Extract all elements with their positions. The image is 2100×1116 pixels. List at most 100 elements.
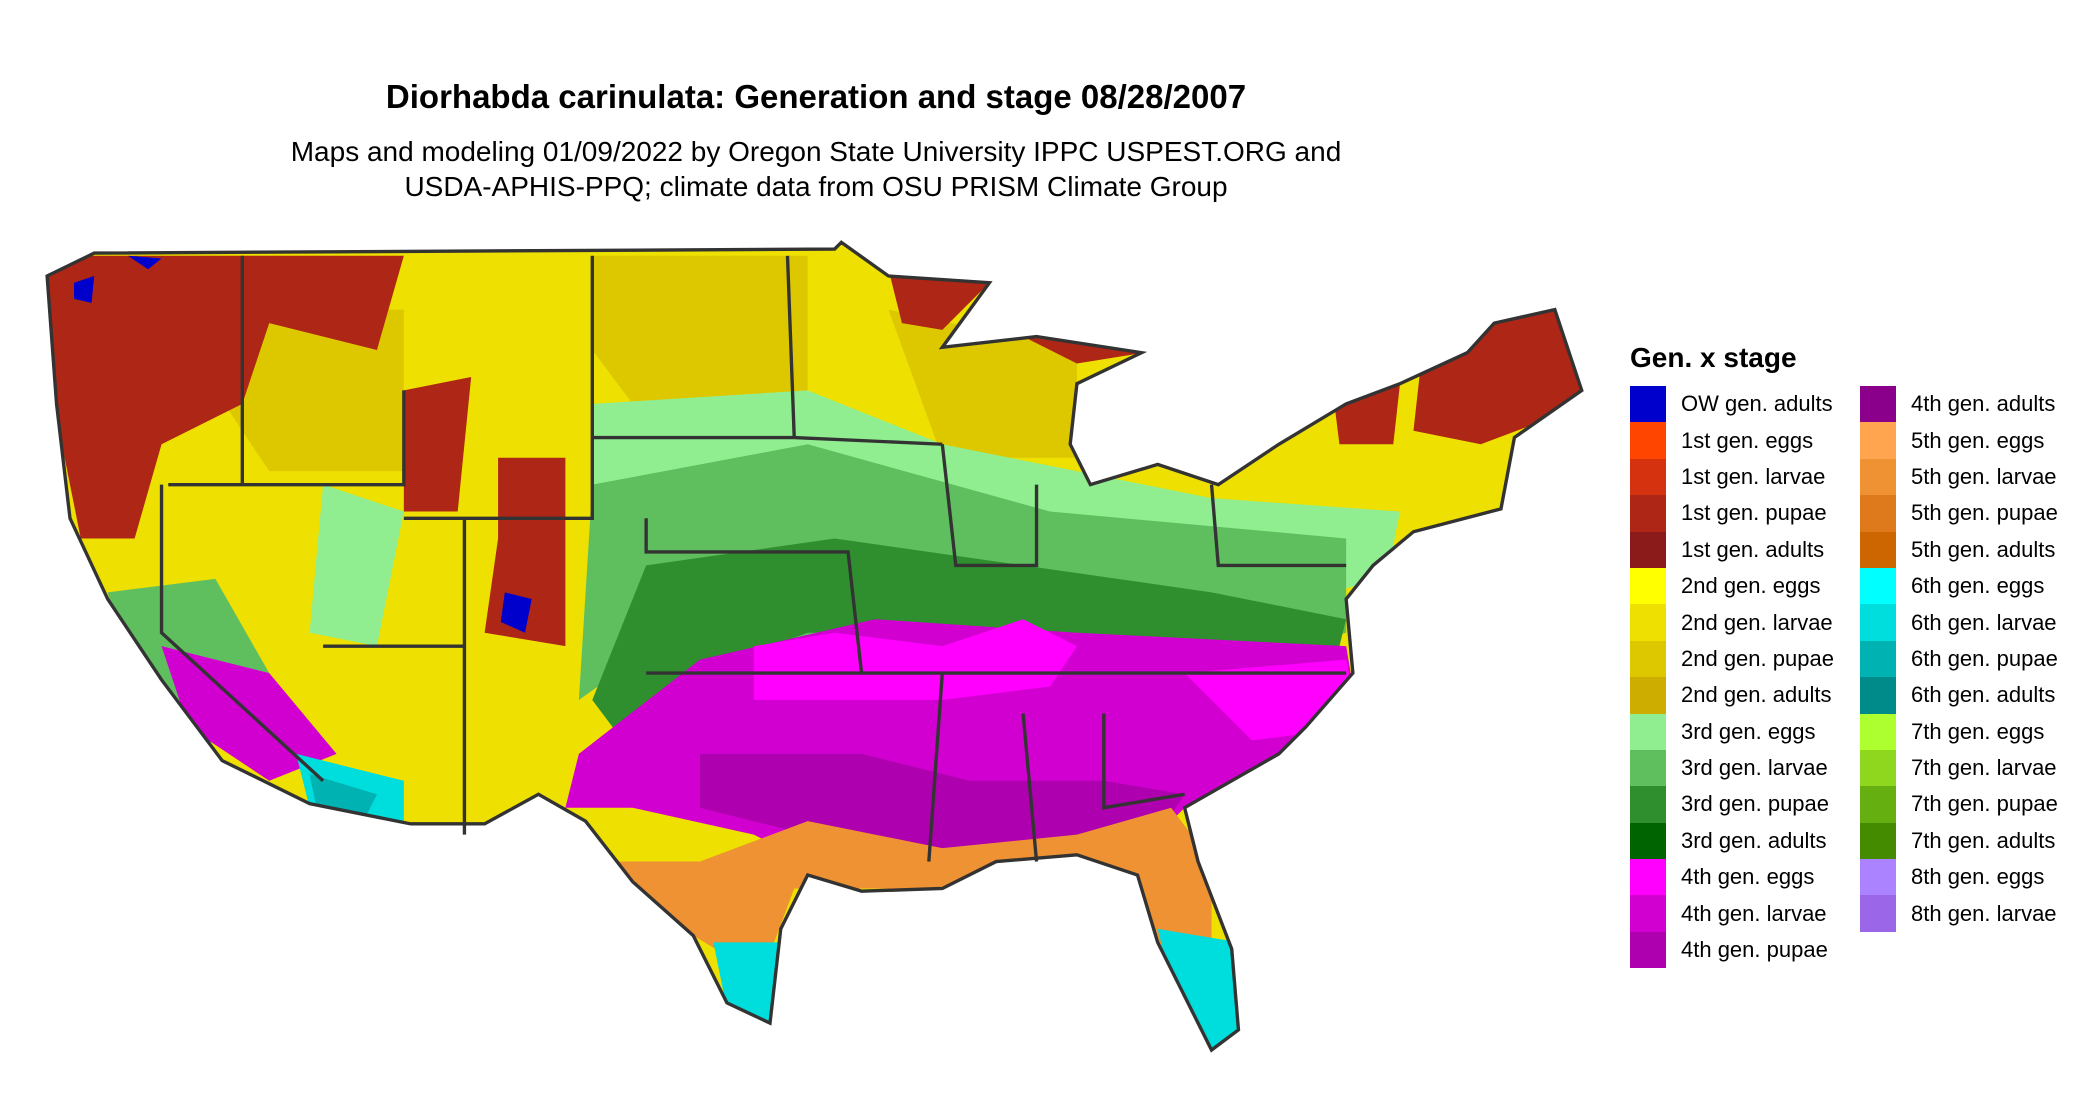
legend-label: 3rd gen. eggs — [1681, 718, 1816, 744]
legend-swatch — [1860, 604, 1896, 641]
legend-swatch — [1860, 677, 1896, 714]
region-1st-gen-pupae-west — [47, 255, 566, 647]
legend-swatch — [1630, 859, 1666, 896]
legend-swatch — [1860, 640, 1896, 678]
legend-item: 1st gen. pupae — [1630, 495, 1834, 532]
legend-swatch — [1630, 931, 1666, 969]
legend-swatch — [1630, 822, 1666, 860]
legend-label: OW gen. adults — [1681, 391, 1833, 417]
legend-label: 1st gen. pupae — [1681, 500, 1827, 526]
map-title: Diorhabda carinulata: Generation and sta… — [385, 78, 1247, 115]
legend-label: 1st gen. larvae — [1681, 463, 1826, 489]
legend-swatch — [1860, 786, 1896, 823]
legend-label: 5th gen. larvae — [1911, 463, 2057, 489]
legend-item: 4th gen. larvae — [1630, 895, 1834, 932]
legend-swatch — [1860, 859, 1896, 896]
legend-label: 7th gen. larvae — [1911, 755, 2057, 781]
legend-swatch — [1860, 422, 1896, 459]
legend-label: 1st gen. eggs — [1681, 427, 1814, 453]
legend-item: 3rd gen. pupae — [1630, 786, 1834, 823]
legend-item: 5th gen. eggs — [1860, 422, 2058, 459]
legend-label: 5th gen. adults — [1911, 536, 2056, 562]
region-3rd-gen-pupae — [592, 538, 1347, 754]
legend-label: 6th gen. eggs — [1911, 573, 2045, 599]
legend-label: 4th gen. pupae — [1681, 937, 1828, 963]
legend-label: 4th gen. larvae — [1681, 900, 1827, 926]
legend-item: 1st gen. larvae — [1630, 458, 1834, 496]
region-4th-gen-eggs — [753, 619, 1360, 741]
legend-swatch — [1630, 677, 1666, 714]
legend-swatch — [1860, 749, 1896, 787]
legend-label: 1st gen. adults — [1681, 536, 1825, 562]
map-subtitle: Maps and modeling 01/09/2022 by Oregon S… — [0, 134, 1632, 204]
legend-item: 2nd gen. adults — [1630, 677, 1834, 714]
legend-item: 8th gen. eggs — [1860, 859, 2058, 896]
legend-swatch — [1630, 604, 1666, 641]
legend-label: 3rd gen. adults — [1681, 827, 1827, 853]
legend-swatch — [1860, 458, 1896, 496]
legend-item: 2nd gen. pupae — [1630, 640, 1834, 678]
legend-swatch — [1630, 531, 1666, 568]
legend-item: 5th gen. adults — [1860, 531, 2058, 568]
legend-label: 8th gen. larvae — [1911, 900, 2057, 926]
legend-label: 7th gen. pupae — [1911, 791, 2058, 817]
legend-label: 4th gen. adults — [1911, 391, 2056, 417]
legend-swatch — [1860, 822, 1896, 860]
legend-label: 6th gen. pupae — [1911, 645, 2058, 671]
legend-item: 6th gen. larvae — [1860, 604, 2058, 641]
subtitle-line-1: Maps and modeling 01/09/2022 by Oregon S… — [290, 136, 1342, 167]
legend-label: 4th gen. eggs — [1681, 864, 1815, 890]
legend-label: 2nd gen. eggs — [1681, 573, 1821, 599]
legend-swatch — [1630, 713, 1666, 750]
legend-item: 6th gen. eggs — [1860, 567, 2058, 605]
legend-swatch — [1860, 495, 1896, 532]
legend-item: 7th gen. adults — [1860, 822, 2058, 860]
legend-swatch — [1630, 422, 1666, 459]
legend-item: 3rd gen. larvae — [1630, 749, 1834, 787]
subtitle-line-2: USDA-APHIS-PPQ; climate data from OSU PR… — [404, 171, 1228, 202]
legend-label: 3rd gen. larvae — [1681, 755, 1828, 781]
legend-swatch — [1860, 386, 1896, 423]
legend-label: 2nd gen. pupae — [1681, 645, 1834, 671]
legend-item: 5th gen. larvae — [1860, 458, 2058, 496]
legend-label: 3rd gen. pupae — [1681, 791, 1830, 817]
legend-label: 5th gen. eggs — [1911, 427, 2045, 453]
legend-item: OW gen. adults — [1630, 386, 1834, 423]
legend-label: 6th gen. adults — [1911, 682, 2056, 708]
legend-item: 8th gen. larvae — [1860, 895, 2058, 932]
legend-label: 7th gen. adults — [1911, 827, 2056, 853]
legend-item: 3rd gen. eggs — [1630, 713, 1834, 750]
legend-swatch — [1630, 495, 1666, 532]
legend-item: 6th gen. pupae — [1860, 640, 2058, 678]
legend-item: 4th gen. eggs — [1630, 859, 1834, 896]
legend-item: 1st gen. eggs — [1630, 422, 1834, 459]
legend-label: 8th gen. eggs — [1911, 864, 2045, 890]
legend-label: 7th gen. eggs — [1911, 718, 2045, 744]
region-2nd-gen-pupae — [161, 255, 1077, 472]
legend-item: 6th gen. adults — [1860, 677, 2058, 714]
legend-swatch — [1860, 567, 1896, 605]
legend-column-2: 4th gen. adults 5th gen. eggs 5th gen. lar… — [1860, 386, 2058, 932]
legend-swatch — [1860, 531, 1896, 568]
legend-label: 2nd gen. larvae — [1681, 609, 1833, 635]
region-6th-gen-larvae — [296, 753, 1246, 1051]
legend-title: Gen. x stage — [1630, 342, 1797, 373]
state-boundaries — [45, 240, 1584, 1052]
legend-label: 2nd gen. adults — [1681, 682, 1832, 708]
legend-item: 4th gen. adults — [1860, 386, 2058, 423]
legend-swatch — [1630, 895, 1666, 932]
legend-swatch — [1630, 567, 1666, 605]
legend-swatch — [1860, 895, 1896, 932]
legend-swatch — [1630, 786, 1666, 823]
legend-item: 2nd gen. eggs — [1630, 567, 1834, 605]
legend-item: 3rd gen. adults — [1630, 822, 1834, 860]
legend-label: 6th gen. larvae — [1911, 609, 2057, 635]
legend-item: 7th gen. larvae — [1860, 749, 2058, 787]
legend-label: 5th gen. pupae — [1911, 500, 2058, 526]
legend-swatch — [1630, 458, 1666, 496]
legend-swatch — [1630, 640, 1666, 678]
legend-column-1: OW gen. adults 1st gen. eggs 1st gen. larv… — [1630, 386, 1834, 969]
legend-item: 7th gen. pupae — [1860, 786, 2058, 823]
legend-item: 7th gen. eggs — [1860, 713, 2058, 750]
